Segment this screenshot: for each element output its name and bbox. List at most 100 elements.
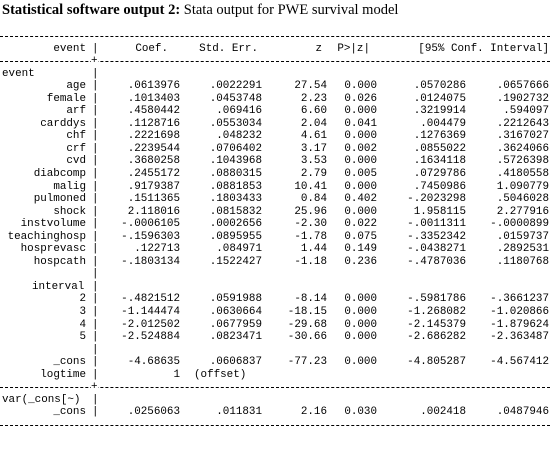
column-separator: | [92, 193, 99, 206]
column-separator: | [92, 393, 99, 406]
coef-cell: .1511365 [127, 193, 180, 206]
ci-lower-cell: .1276369 [413, 130, 466, 143]
column-separator: | [92, 180, 99, 193]
row-label: cvd [66, 155, 86, 168]
table-header: event | Coef. Std. Err. z P>|z| [95% Conf. Int… [0, 43, 550, 56]
p-value-cell: 0.402 [344, 193, 377, 206]
ci-upper-cell: .0487946 [496, 406, 549, 419]
ci-upper-cell: .0159737 [496, 230, 549, 243]
row-label: chf [66, 130, 86, 143]
std-err-cell: .0823471 [209, 331, 262, 344]
event-row: teachinghosp | -.1596303 .0895955 -1.78 0.075… [0, 231, 550, 244]
header-event: event [53, 42, 86, 55]
event-row: female | .1013403 .0453748 2.23 0.026 .0124075… [0, 93, 550, 106]
ci-upper-cell: .2212643 [496, 117, 549, 130]
column-separator: | [92, 168, 99, 181]
p-value-cell: 0.000 [344, 180, 377, 193]
p-value-cell: 0.000 [344, 306, 377, 319]
coef-cell: .4580442 [127, 105, 180, 118]
separator-rule: + [0, 55, 550, 68]
column-separator: | [92, 142, 99, 155]
row-label: hospcath [33, 255, 86, 268]
column-separator: | [92, 117, 99, 130]
p-value-cell: 0.002 [344, 142, 377, 155]
ci-upper-cell: 1.090779 [496, 180, 549, 193]
coef-cell: -.1803134 [121, 255, 180, 268]
coef-cell: .9179387 [127, 180, 180, 193]
ci-upper-cell: .0657666 [496, 80, 549, 93]
offset-note: (offset) [194, 368, 247, 381]
ci-lower-cell: -.4787036 [407, 255, 466, 268]
row-label: 2 [79, 293, 86, 306]
row-label: pulmoned [33, 193, 86, 206]
ci-lower-cell: -.5981786 [407, 293, 466, 306]
std-err-cell: .0606837 [209, 356, 262, 369]
ci-lower-cell: -4.805287 [407, 356, 466, 369]
separator-rule: + [0, 381, 550, 394]
coef-cell: -.4821512 [121, 293, 180, 306]
row-label: age [66, 80, 86, 93]
p-value-cell: 0.236 [344, 255, 377, 268]
std-err-cell: .1043968 [209, 155, 262, 168]
column-separator: | [92, 331, 99, 344]
column-separator: | [92, 318, 99, 331]
std-err-cell: .069416 [216, 105, 262, 118]
section-var-label: var(_cons[~) [2, 393, 81, 406]
row-label: 5 [79, 331, 86, 344]
ci-upper-cell: -2.363487 [490, 331, 549, 344]
z-cell: -30.66 [287, 331, 327, 344]
ci-upper-cell: .1180768 [496, 255, 549, 268]
caption-label: Statistical software output 2: [2, 2, 181, 18]
std-err-cell: .0630664 [209, 306, 262, 319]
column-separator: | [92, 368, 99, 381]
column-separator: | [92, 268, 99, 281]
std-err-cell: .048232 [216, 130, 262, 143]
p-value-cell: 0.000 [344, 205, 377, 218]
ci-upper-cell: .2892531 [496, 243, 549, 256]
stata-output: event | Coef. Std. Err. z P>|z| [95% Conf. Int… [0, 30, 550, 432]
column-separator: | [92, 280, 99, 293]
ci-upper-cell: .594097 [503, 105, 549, 118]
p-value-cell: 0.149 [344, 243, 377, 256]
std-err-cell: .0022291 [209, 80, 262, 93]
section-interval-label: interval [32, 280, 85, 293]
logtime-row: logtime | 1 (offset) [0, 369, 550, 382]
column-separator: | [92, 306, 99, 319]
std-err-cell: .0453748 [209, 92, 262, 105]
event-row: cvd | .3680258 .1043968 3.53 0.000 .1634118 .57… [0, 155, 550, 168]
interval-row: 4 | -2.012502 .0677959 -29.68 0.000 -2.145379 -… [0, 319, 550, 332]
coef-cell: .0613976 [127, 80, 180, 93]
row-label: crf [66, 142, 86, 155]
ci-upper-cell: -1.879624 [490, 318, 549, 331]
cons-row: _cons | -4.68635 .0606837 -77.23 0.000 -4.8052… [0, 356, 550, 369]
coef-cell: .2221698 [127, 130, 180, 143]
ci-lower-cell: .0124075 [413, 92, 466, 105]
header-z: z [315, 42, 322, 55]
event-row: arf | .4580442 .069416 6.60 0.000 .3219914 .594… [0, 105, 550, 118]
interval-row: 5 | -2.524884 .0823471 -30.66 0.000 -2.686282 -… [0, 331, 550, 344]
event-row: crf | .2239544 .0706402 3.17 0.002 .0855022 .36… [0, 143, 550, 156]
event-row: shock | 2.118016 .0815832 25.96 0.000 1.958115… [0, 206, 550, 219]
column-separator: | [92, 243, 99, 256]
coef-cell: -2.524884 [121, 331, 180, 344]
ci-lower-cell: -1.268082 [407, 306, 466, 319]
std-err-cell: .011831 [216, 406, 262, 419]
row-label: teachinghosp [7, 230, 86, 243]
p-value-cell: 0.000 [344, 318, 377, 331]
p-value-cell: 0.041 [344, 117, 377, 130]
column-separator: | [92, 67, 99, 80]
section-event-label: event [2, 67, 35, 80]
ci-lower-cell: -.3352342 [407, 230, 466, 243]
z-cell: 4.61 [300, 130, 327, 143]
column-separator: | [92, 343, 99, 356]
event-row: age | .0613976 .0022291 27.54 0.000 .0570286 .0… [0, 80, 550, 93]
ci-lower-cell: .0729786 [413, 168, 466, 181]
ci-upper-cell: .3624066 [496, 142, 549, 155]
coef-cell: -1.144474 [121, 306, 180, 319]
z-cell: 1.44 [300, 243, 327, 256]
z-cell: 10.41 [294, 180, 327, 193]
ci-upper-cell: -.0000899 [490, 218, 549, 231]
p-value-cell: 0.000 [344, 331, 377, 344]
row-label: hosprevasc [20, 243, 86, 256]
z-cell: 2.23 [300, 92, 327, 105]
